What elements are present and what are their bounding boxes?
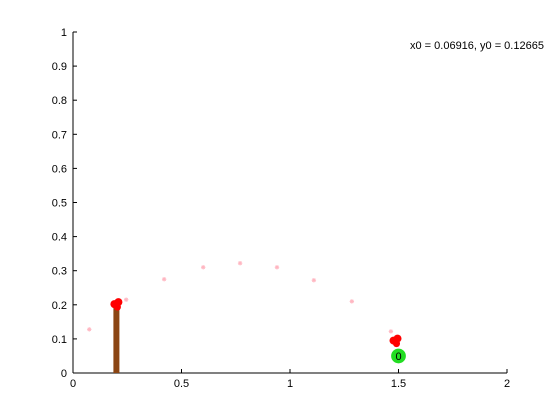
y-tick-label: 0.1 bbox=[52, 334, 67, 346]
launcher-head bbox=[110, 298, 123, 311]
y-tick-label: 1 bbox=[61, 27, 67, 39]
y-tick-label: 0.7 bbox=[52, 129, 67, 141]
trajectory-point bbox=[201, 265, 206, 270]
trajectory-point bbox=[388, 329, 394, 334]
y-tick-label: 0.9 bbox=[52, 61, 67, 73]
trajectory-point-stroke bbox=[238, 261, 242, 266]
trajectory-point bbox=[123, 297, 129, 302]
trajectory-point bbox=[237, 260, 243, 266]
trajectory-point-stroke bbox=[349, 299, 354, 304]
y-tick-label: 0.8 bbox=[52, 95, 67, 107]
y-tick-label: 0 bbox=[61, 368, 67, 380]
trajectory-point bbox=[349, 299, 355, 304]
target-label: 0 bbox=[395, 351, 401, 363]
y-tick-label: 0.4 bbox=[52, 232, 67, 244]
plot-marks: 0 bbox=[87, 260, 406, 373]
trajectory-point bbox=[311, 278, 317, 283]
y-tick-label: 0.6 bbox=[52, 163, 67, 175]
projectile-part bbox=[393, 340, 400, 348]
trajectory-point bbox=[87, 327, 92, 332]
x-tick-label: 2 bbox=[504, 378, 510, 390]
x-tick-label: 1 bbox=[287, 378, 293, 390]
trajectory-point-stroke bbox=[162, 277, 167, 282]
axes: 0 0.5 1 1.5 2 0 0.1 0.2 0.3 0.4 0.5 0.6 0.7 0.8 0.9 1 bbox=[52, 27, 510, 390]
trajectory-point-stroke bbox=[124, 297, 129, 302]
trajectory-point-stroke bbox=[389, 329, 393, 334]
target-circle bbox=[391, 348, 406, 364]
trajectory-point-stroke bbox=[201, 265, 206, 270]
y-tick-label: 0.3 bbox=[52, 266, 67, 278]
trajectory-point-stroke bbox=[87, 327, 92, 332]
x-tick-label: 0 bbox=[70, 378, 76, 390]
projectile bbox=[389, 334, 402, 348]
trajectory-point bbox=[274, 265, 280, 270]
trajectory-point-stroke bbox=[311, 278, 316, 283]
launcher-pole bbox=[113, 304, 120, 373]
y-tick-label: 0.5 bbox=[52, 198, 67, 210]
trajectory-point bbox=[161, 277, 167, 282]
trajectory-point-stroke bbox=[275, 265, 279, 270]
coordinates-annotation: x0 = 0.06916, y0 = 0.12665 bbox=[410, 40, 544, 52]
y-tick-label: 0.2 bbox=[52, 300, 67, 312]
x-tick-label: 0.5 bbox=[174, 378, 189, 390]
x-tick-label: 1.5 bbox=[391, 378, 406, 390]
launcher-head-part bbox=[113, 303, 121, 311]
